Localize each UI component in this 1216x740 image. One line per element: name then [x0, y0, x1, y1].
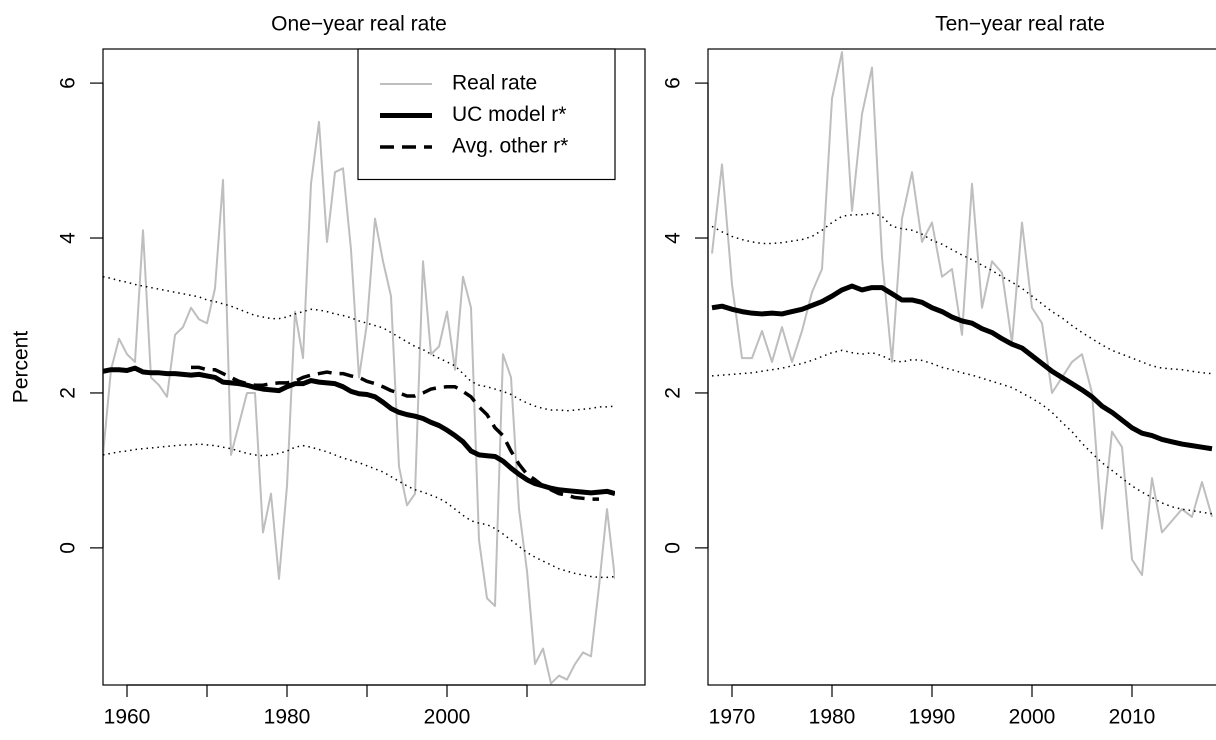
chart-title: Ten−year real rate	[935, 13, 1105, 36]
series-line	[711, 212, 1213, 375]
legend-box	[357, 48, 616, 181]
x-tick-label: 1980	[264, 706, 311, 729]
y-tick-label: 2	[662, 387, 685, 399]
y-tick-label: 6	[662, 77, 685, 89]
x-tick-label: 1980	[809, 706, 856, 729]
series-line	[103, 120, 615, 685]
x-tick-label: 1990	[909, 706, 956, 729]
y-tick-label: 4	[662, 232, 685, 244]
x-tick-label: 1970	[709, 706, 756, 729]
series-line	[103, 276, 615, 412]
y-tick-label: 4	[57, 232, 80, 244]
legend-label: UC model r*	[452, 103, 566, 126]
x-tick-label: 2010	[1109, 706, 1156, 729]
series-line	[711, 51, 1213, 576]
series-line	[103, 365, 615, 497]
legend-label: Avg. other r*	[452, 135, 568, 158]
y-tick-label: 0	[57, 542, 80, 554]
legend-label: Real rate	[452, 72, 537, 95]
x-tick-label: 2000	[424, 706, 471, 729]
x-tick-label: 1960	[104, 706, 151, 729]
y-tick-label: 2	[57, 387, 80, 399]
series-line	[191, 365, 599, 501]
y-axis-label: Percent	[10, 331, 33, 404]
x-tick-label: 2000	[1009, 706, 1056, 729]
y-tick-label: 6	[57, 77, 80, 89]
series-line	[711, 283, 1213, 452]
y-tick-label: 0	[662, 542, 685, 554]
series-line	[103, 443, 615, 579]
chart-title: One−year real rate	[271, 13, 447, 36]
plot-frame	[707, 48, 1216, 686]
